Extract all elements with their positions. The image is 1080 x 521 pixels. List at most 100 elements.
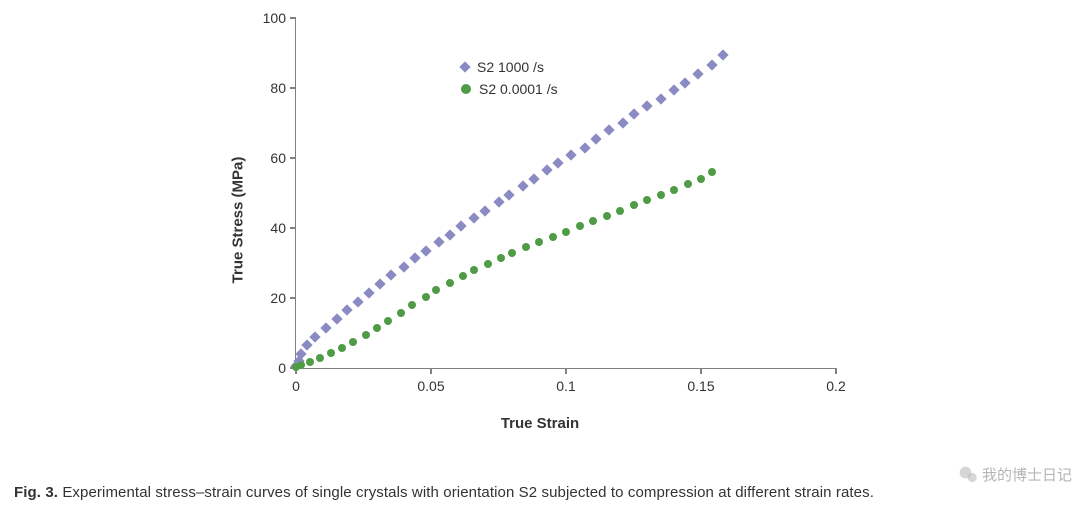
figure-caption: Fig. 3. Experimental stress–strain curve… — [14, 483, 874, 503]
data-point — [320, 322, 331, 333]
data-point — [508, 249, 516, 257]
data-point — [579, 142, 590, 153]
data-point — [604, 124, 615, 135]
data-point — [374, 278, 385, 289]
data-point — [493, 196, 504, 207]
data-point — [630, 201, 638, 209]
data-point — [590, 133, 601, 144]
legend-item-2: S2 0.0001 /s — [461, 78, 558, 100]
x-tick — [835, 368, 837, 374]
data-point — [693, 68, 704, 79]
data-point — [541, 165, 552, 176]
x-tick-label: 0.05 — [417, 378, 444, 394]
data-point — [657, 191, 665, 199]
data-point — [616, 207, 624, 215]
x-tick — [700, 368, 702, 374]
data-point — [497, 254, 505, 262]
data-point — [670, 186, 678, 194]
diamond-icon — [459, 61, 470, 72]
y-tick-label: 80 — [270, 80, 286, 96]
data-point — [517, 180, 528, 191]
data-point — [385, 270, 396, 281]
data-point — [576, 222, 584, 230]
y-tick-label: 60 — [270, 150, 286, 166]
data-point — [297, 361, 305, 369]
data-point — [469, 212, 480, 223]
data-point — [398, 261, 409, 272]
data-point — [352, 296, 363, 307]
data-point — [459, 272, 467, 280]
data-point — [706, 60, 717, 71]
data-point — [504, 189, 515, 200]
data-point — [444, 229, 455, 240]
legend-label-1: S2 1000 /s — [477, 59, 544, 75]
y-tick-label: 100 — [263, 10, 286, 26]
data-point — [628, 109, 639, 120]
data-point — [552, 158, 563, 169]
watermark: 我的博士日记 — [958, 464, 1072, 485]
y-tick — [290, 87, 296, 89]
figure: True Stress (MPa) True Strain S2 1000 /s… — [0, 0, 1080, 521]
data-point — [549, 233, 557, 241]
data-point — [562, 228, 570, 236]
data-point — [362, 331, 370, 339]
data-point — [708, 168, 716, 176]
data-point — [470, 266, 478, 274]
data-point — [684, 180, 692, 188]
legend: S2 1000 /s S2 0.0001 /s — [461, 56, 558, 100]
legend-label-2: S2 0.0001 /s — [479, 81, 558, 97]
data-point — [697, 175, 705, 183]
y-tick-label: 20 — [270, 290, 286, 306]
data-point — [432, 286, 440, 294]
data-point — [479, 205, 490, 216]
x-tick-label: 0 — [292, 378, 300, 394]
data-point — [717, 49, 728, 60]
data-point — [617, 117, 628, 128]
y-axis-title: True Stress (MPa) — [230, 157, 247, 284]
y-tick — [290, 157, 296, 159]
data-point — [384, 317, 392, 325]
data-point — [641, 100, 652, 111]
data-point — [679, 77, 690, 88]
x-tick-label: 0.2 — [826, 378, 845, 394]
data-point — [484, 260, 492, 268]
y-tick — [290, 297, 296, 299]
data-point — [408, 301, 416, 309]
data-point — [409, 252, 420, 263]
plot-area: S2 1000 /s S2 0.0001 /s 02040608010000.0… — [295, 18, 836, 369]
y-tick-label: 40 — [270, 220, 286, 236]
figure-label: Fig. 3. — [14, 484, 58, 501]
wechat-icon — [958, 465, 978, 485]
data-point — [420, 245, 431, 256]
data-point — [397, 309, 405, 317]
data-point — [566, 149, 577, 160]
data-point — [306, 358, 314, 366]
data-point — [535, 238, 543, 246]
circle-icon — [461, 84, 471, 94]
data-point — [643, 196, 651, 204]
data-point — [522, 243, 530, 251]
data-point — [668, 84, 679, 95]
data-point — [455, 221, 466, 232]
x-tick — [430, 368, 432, 374]
data-point — [349, 338, 357, 346]
y-tick — [290, 17, 296, 19]
x-axis-title: True Strain — [501, 415, 579, 432]
data-point — [309, 331, 320, 342]
data-point — [422, 293, 430, 301]
figure-caption-text: Experimental stress–strain curves of sin… — [62, 484, 874, 501]
y-tick-label: 0 — [278, 360, 286, 376]
data-point — [331, 313, 342, 324]
data-point — [528, 173, 539, 184]
y-tick — [290, 227, 296, 229]
legend-item-1: S2 1000 /s — [461, 56, 558, 78]
watermark-text: 我的博士日记 — [982, 464, 1072, 485]
data-point — [327, 349, 335, 357]
x-tick-label: 0.1 — [556, 378, 575, 394]
data-point — [363, 287, 374, 298]
data-point — [433, 236, 444, 247]
data-point — [342, 305, 353, 316]
data-point — [655, 93, 666, 104]
data-point — [373, 324, 381, 332]
x-tick-label: 0.15 — [687, 378, 714, 394]
